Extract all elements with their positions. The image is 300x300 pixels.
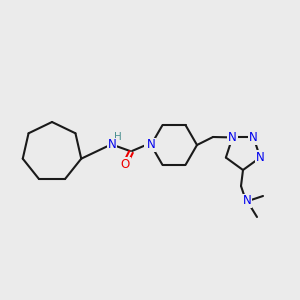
Text: N: N (108, 139, 116, 152)
Text: N: N (249, 131, 258, 144)
Text: H: H (114, 132, 122, 142)
Text: O: O (120, 158, 130, 170)
Text: N: N (243, 194, 251, 208)
Text: N: N (256, 151, 265, 164)
Text: N: N (147, 139, 155, 152)
Text: N: N (228, 131, 237, 144)
Text: N: N (145, 139, 153, 152)
